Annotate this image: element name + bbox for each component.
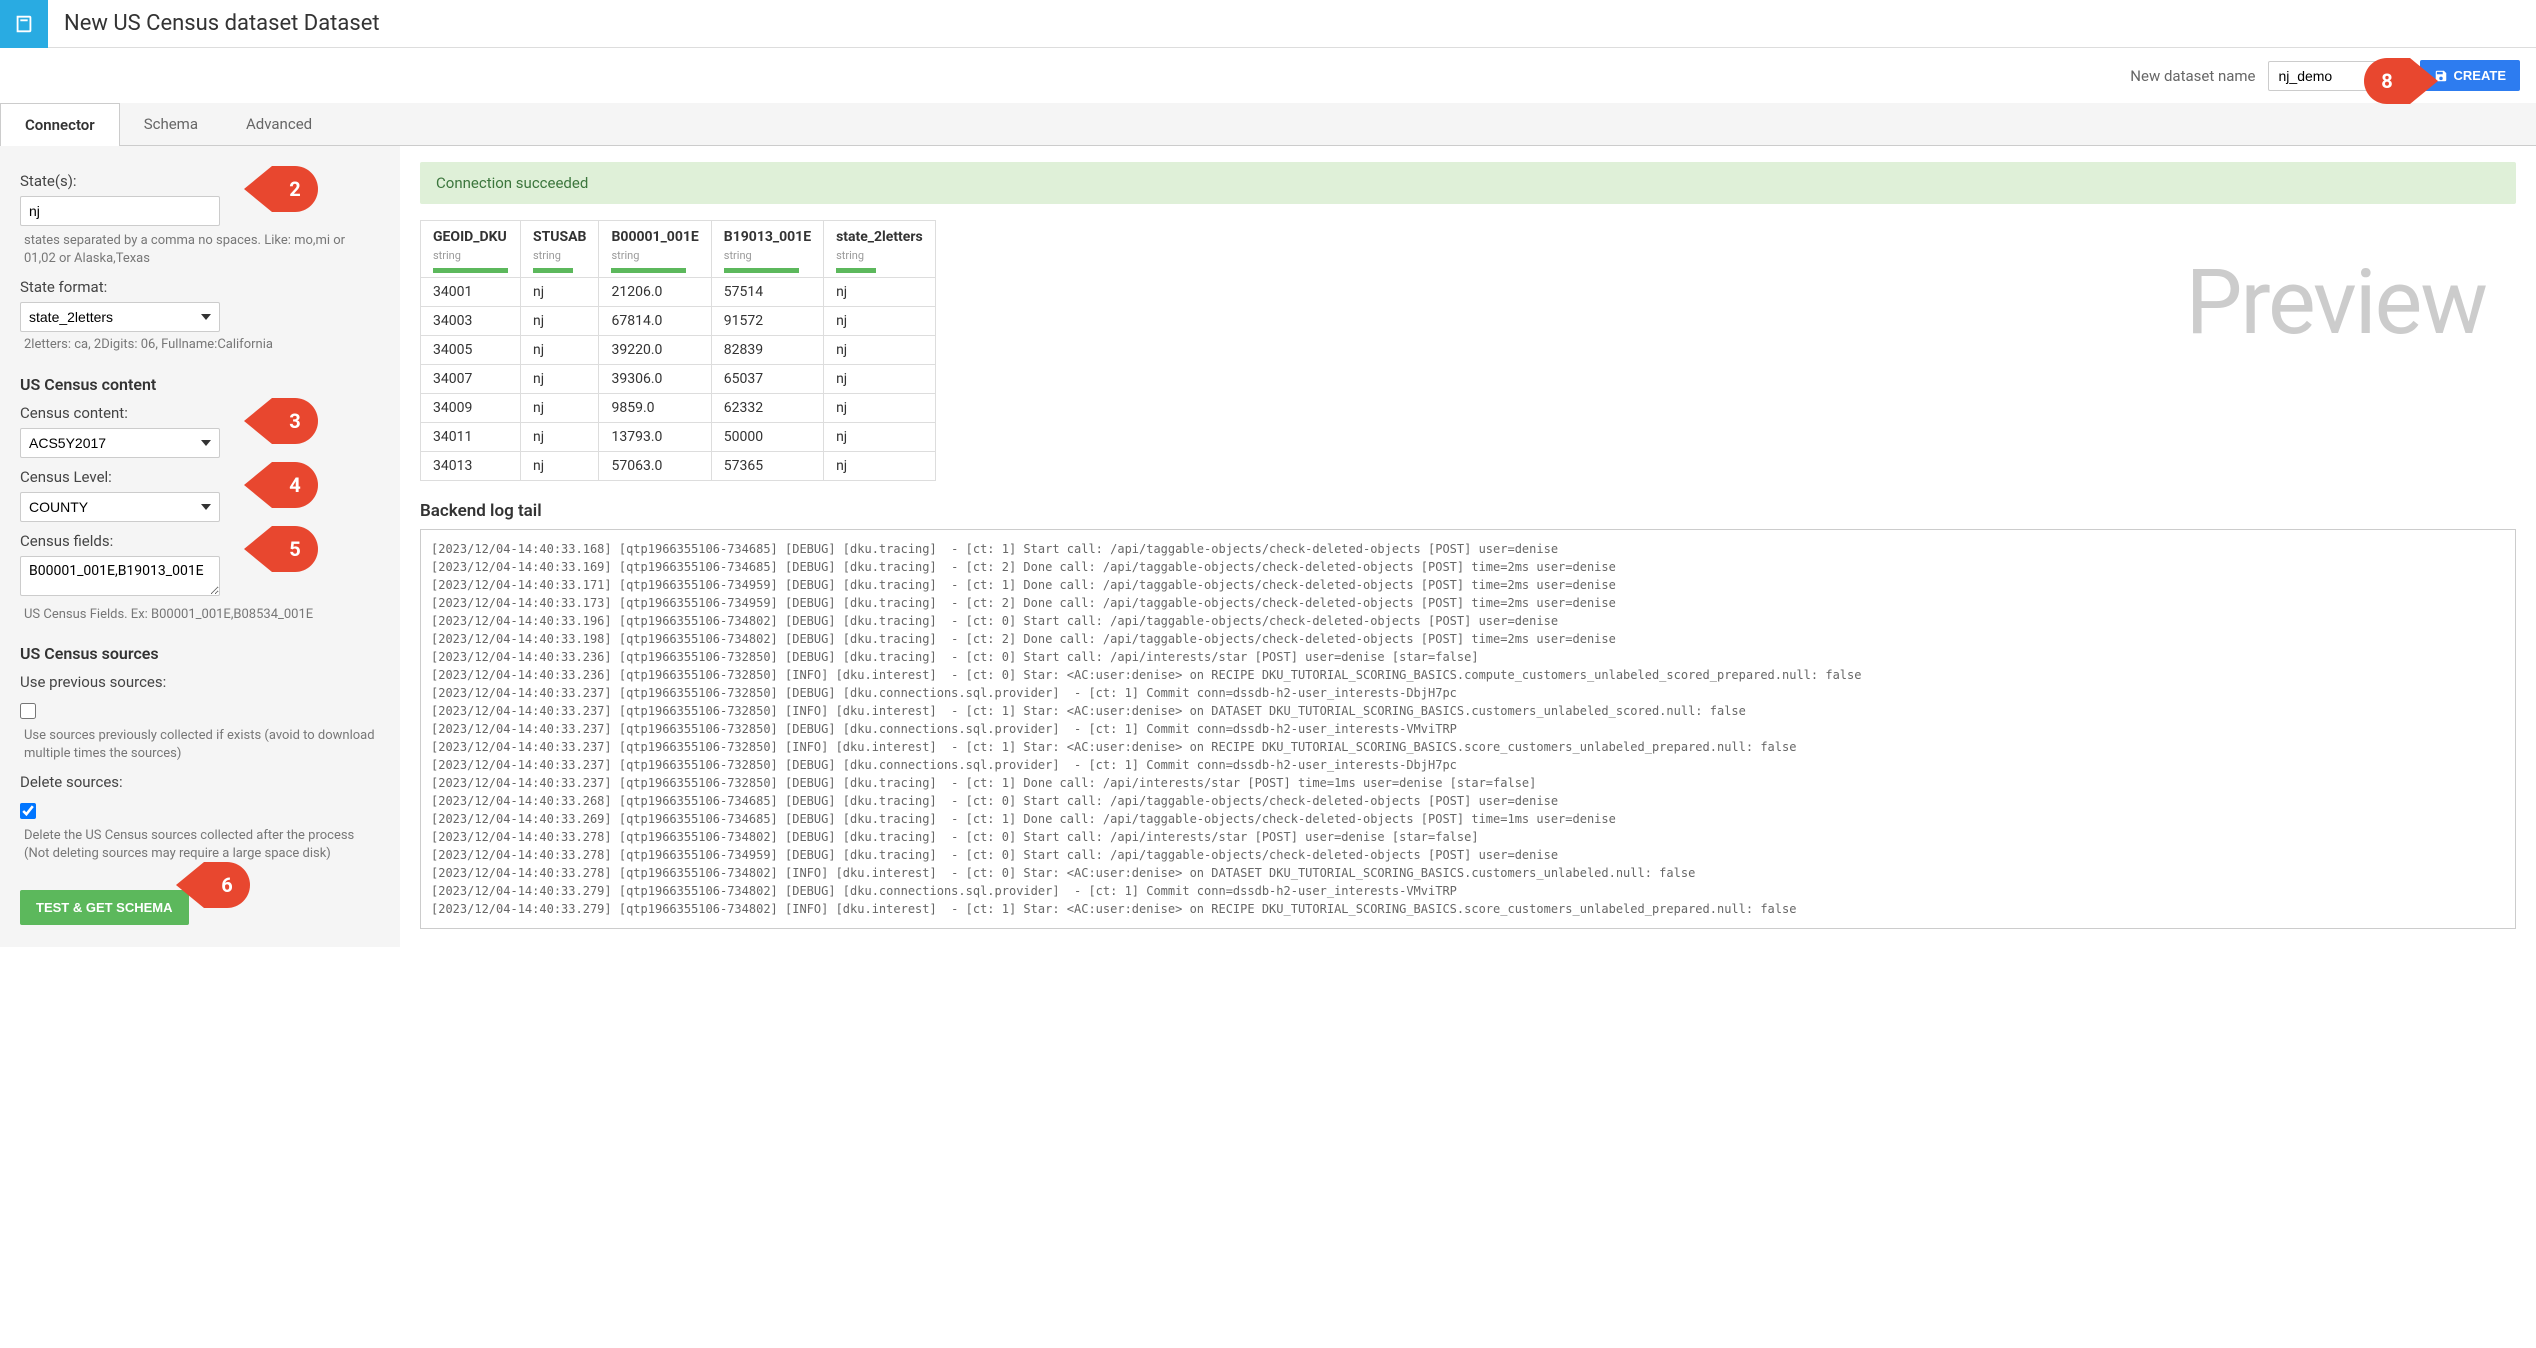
table-cell: 57063.0 (599, 452, 711, 481)
column-quality-bar (521, 268, 599, 278)
tab-advanced[interactable]: Advanced (222, 103, 336, 145)
column-type: string (599, 249, 711, 268)
table-row: 34007nj39306.065037nj (421, 365, 936, 394)
column-type: string (421, 249, 521, 268)
log-title: Backend log tail (420, 501, 2516, 521)
page-title: New US Census dataset Dataset (48, 11, 380, 36)
fields-help: US Census Fields. Ex: B00001_001E,B08534… (20, 606, 380, 624)
format-select[interactable]: state_2letters (20, 302, 220, 332)
column-quality-bar (711, 268, 823, 278)
column-type: string (711, 249, 823, 268)
delete-help: Delete the US Census sources collected a… (20, 827, 380, 863)
log-box: [2023/12/04-14:40:33.168] [qtp1966355106… (420, 529, 2516, 929)
column-header[interactable]: B00001_001E (599, 221, 711, 250)
table-row: 34005nj39220.082839nj (421, 336, 936, 365)
table-cell: 34013 (421, 452, 521, 481)
table-cell: nj (521, 278, 599, 307)
content-label: Census content: (20, 404, 380, 422)
dataset-name-input[interactable] (2268, 61, 2408, 91)
table-cell: 91572 (711, 307, 823, 336)
table-cell: nj (824, 452, 936, 481)
states-label: State(s): (20, 172, 380, 190)
column-header[interactable]: STUSAB (521, 221, 599, 250)
table-cell: 39220.0 (599, 336, 711, 365)
tab-schema[interactable]: Schema (120, 103, 222, 145)
table-cell: nj (521, 394, 599, 423)
states-help: states separated by a comma no spaces. L… (20, 232, 380, 268)
table-row: 34009nj9859.062332nj (421, 394, 936, 423)
table-cell: 34011 (421, 423, 521, 452)
table-cell: 57365 (711, 452, 823, 481)
table-cell: 34001 (421, 278, 521, 307)
column-header[interactable]: B19013_001E (711, 221, 823, 250)
content-select[interactable]: ACS5Y2017 (20, 428, 220, 458)
table-cell: 34003 (421, 307, 521, 336)
preview-table: GEOID_DKUSTUSABB00001_001EB19013_001Esta… (420, 220, 936, 481)
prev-label: Use previous sources: (20, 673, 380, 691)
tabs: ConnectorSchemaAdvanced (0, 103, 2536, 146)
tab-connector[interactable]: Connector (0, 103, 120, 146)
table-row: 34013nj57063.057365nj (421, 452, 936, 481)
table-cell: 21206.0 (599, 278, 711, 307)
column-quality-bar (599, 268, 711, 278)
delete-checkbox[interactable] (20, 803, 36, 819)
preview-watermark: Preview (2186, 250, 2486, 355)
format-help: 2letters: ca, 2Digits: 06, Fullname:Cali… (20, 336, 380, 354)
book-icon (0, 0, 48, 48)
table-cell: 67814.0 (599, 307, 711, 336)
table-cell: nj (521, 307, 599, 336)
fields-textarea[interactable]: B00001_001E,B19013_001E (20, 556, 220, 596)
column-type: string (824, 249, 936, 268)
dataset-name-label: New dataset name (2130, 67, 2255, 85)
prev-checkbox[interactable] (20, 703, 36, 719)
test-schema-button[interactable]: TEST & GET SCHEMA (20, 890, 189, 925)
section-content: US Census content (20, 375, 380, 394)
table-cell: 34009 (421, 394, 521, 423)
table-cell: nj (824, 423, 936, 452)
table-row: 34001nj21206.057514nj (421, 278, 936, 307)
table-cell: 39306.0 (599, 365, 711, 394)
table-cell: nj (824, 365, 936, 394)
table-cell: nj (521, 336, 599, 365)
section-sources: US Census sources (20, 644, 380, 663)
toolbar: 8 New dataset name CREATE (0, 48, 2536, 103)
column-header[interactable]: GEOID_DKU (421, 221, 521, 250)
connection-status: Connection succeeded (420, 162, 2516, 204)
level-label: Census Level: (20, 468, 380, 486)
table-cell: 82839 (711, 336, 823, 365)
table-cell: nj (824, 336, 936, 365)
column-type: string (521, 249, 599, 268)
table-row: 34003nj67814.091572nj (421, 307, 936, 336)
table-cell: nj (824, 394, 936, 423)
format-label: State format: (20, 278, 380, 296)
page-header: New US Census dataset Dataset (0, 0, 2536, 48)
table-cell: nj (521, 452, 599, 481)
delete-label: Delete sources: (20, 773, 380, 791)
create-button[interactable]: CREATE (2420, 60, 2520, 91)
fields-label: Census fields: (20, 532, 380, 550)
table-cell: 34007 (421, 365, 521, 394)
table-cell: 9859.0 (599, 394, 711, 423)
table-cell: nj (824, 307, 936, 336)
table-cell: 34005 (421, 336, 521, 365)
column-header[interactable]: state_2letters (824, 221, 936, 250)
save-icon (2434, 69, 2448, 83)
column-quality-bar (824, 268, 936, 278)
table-cell: 62332 (711, 394, 823, 423)
table-cell: nj (521, 365, 599, 394)
connector-form: State(s): 2 states separated by a comma … (0, 146, 400, 947)
table-cell: 65037 (711, 365, 823, 394)
table-cell: 57514 (711, 278, 823, 307)
preview-area: Preview GEOID_DKUSTUSABB00001_001EB19013… (420, 220, 2516, 481)
table-cell: 50000 (711, 423, 823, 452)
states-input[interactable] (20, 196, 220, 226)
table-row: 34011nj13793.050000nj (421, 423, 936, 452)
prev-help: Use sources previously collected if exis… (20, 727, 380, 763)
table-cell: nj (521, 423, 599, 452)
level-select[interactable]: COUNTY (20, 492, 220, 522)
table-cell: 13793.0 (599, 423, 711, 452)
table-cell: nj (824, 278, 936, 307)
column-quality-bar (421, 268, 521, 278)
